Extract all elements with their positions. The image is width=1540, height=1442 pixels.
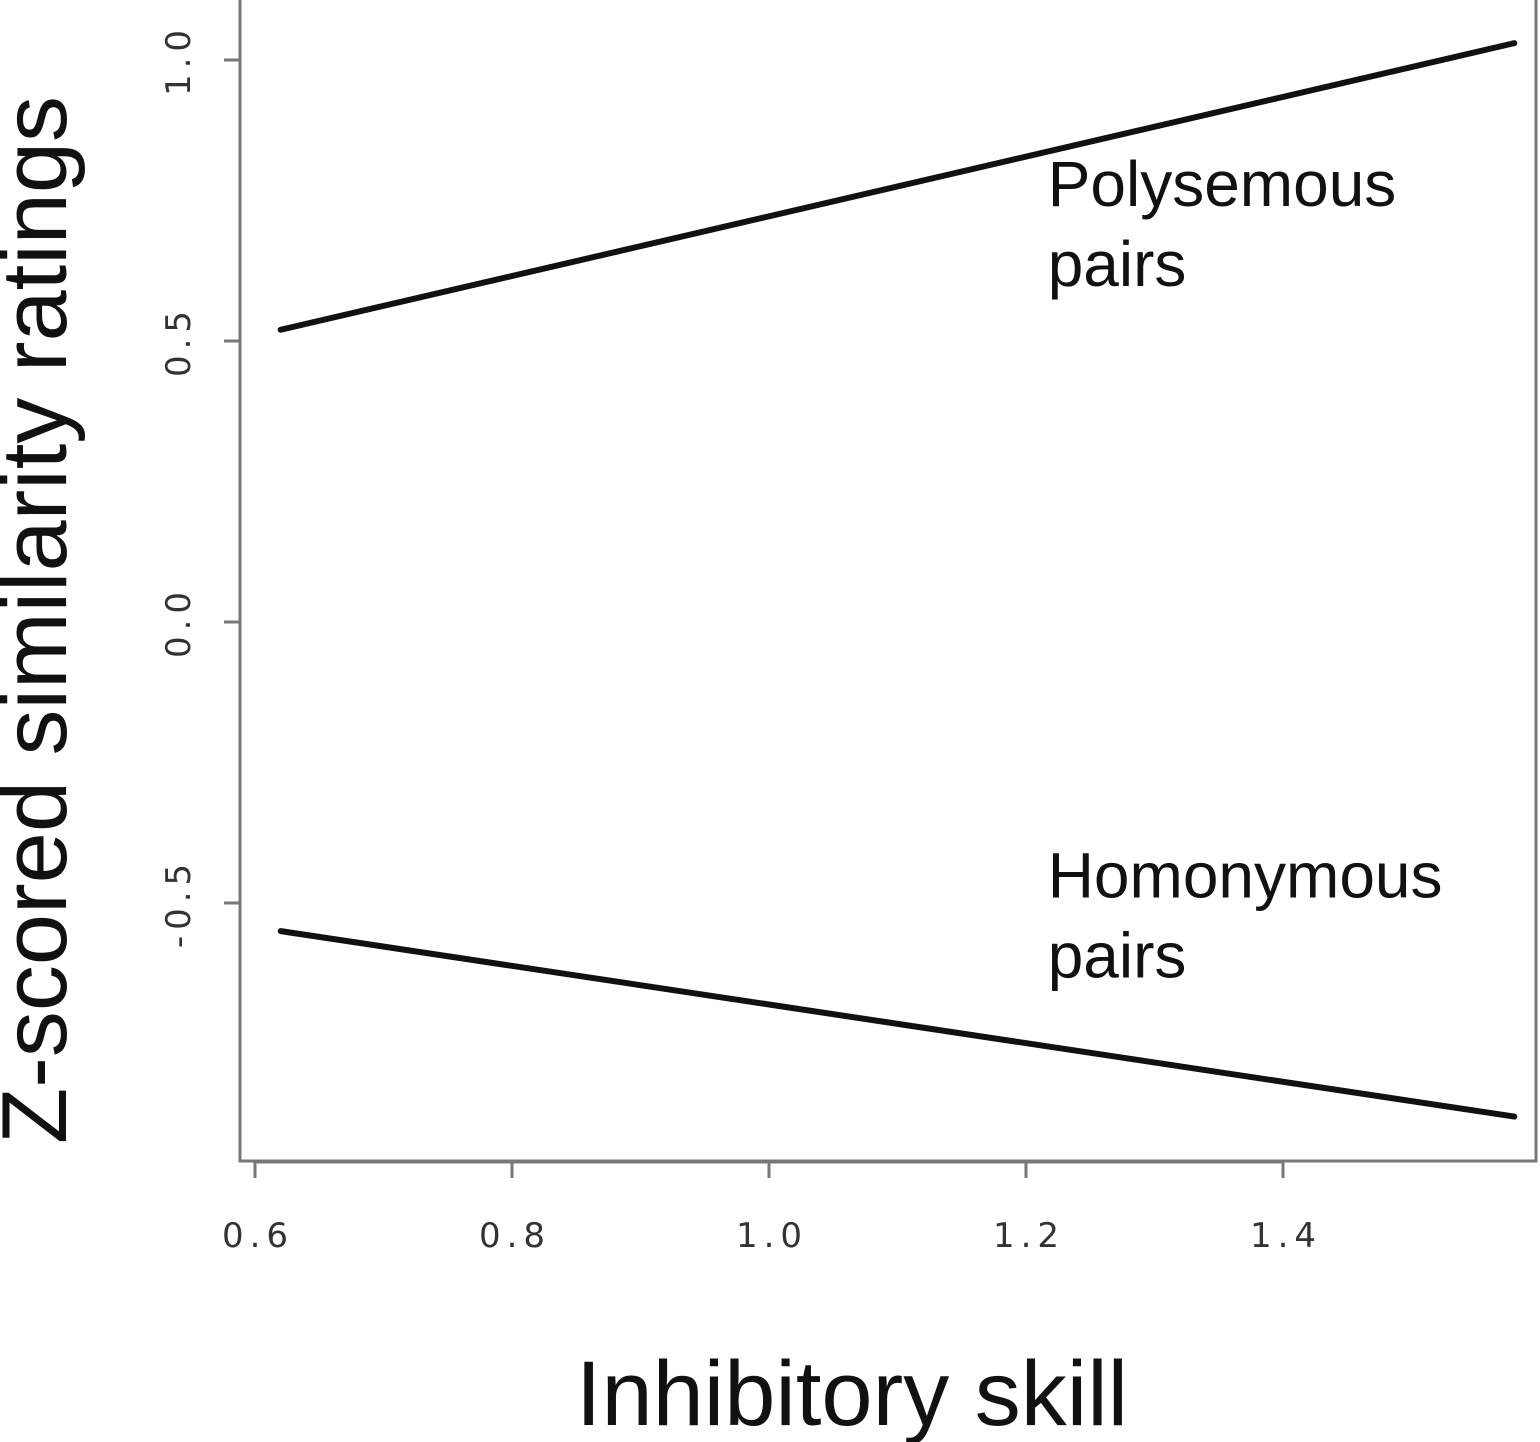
x-tick-label: 0.6 (222, 1216, 294, 1256)
series-layer (277, 40, 1518, 1120)
x-tick-label: 1.0 (736, 1216, 808, 1256)
x-axis-title: Inhibitory skill (576, 1343, 1128, 1442)
annotation-label: Polysemous (1048, 148, 1397, 220)
series-line-polysemous (277, 40, 1518, 333)
x-tick-label: 0.8 (479, 1216, 551, 1256)
y-axis: 1.0 0.5 0.0 -0.5 (159, 24, 242, 948)
y-tick-label: 0.5 (159, 305, 199, 377)
annotation-layer: Polysemous pairs Homonymous pairs (1048, 148, 1443, 991)
annotation-label: Homonymous (1048, 839, 1443, 911)
annotation-label: pairs (1048, 228, 1187, 300)
x-tick-label: 1.2 (993, 1216, 1065, 1256)
series-line-homonymous (277, 928, 1518, 1120)
y-tick-label: 0.0 (159, 586, 199, 658)
y-axis-title: Z-scored similarity ratings (0, 96, 86, 1144)
annotation-label: pairs (1048, 919, 1187, 991)
y-tick-label: 1.0 (159, 24, 199, 96)
x-tick-label: 1.4 (1250, 1216, 1322, 1256)
y-tick-label: -0.5 (159, 858, 199, 948)
x-axis: 0.6 0.8 1.0 1.2 1.4 (222, 1160, 1322, 1256)
